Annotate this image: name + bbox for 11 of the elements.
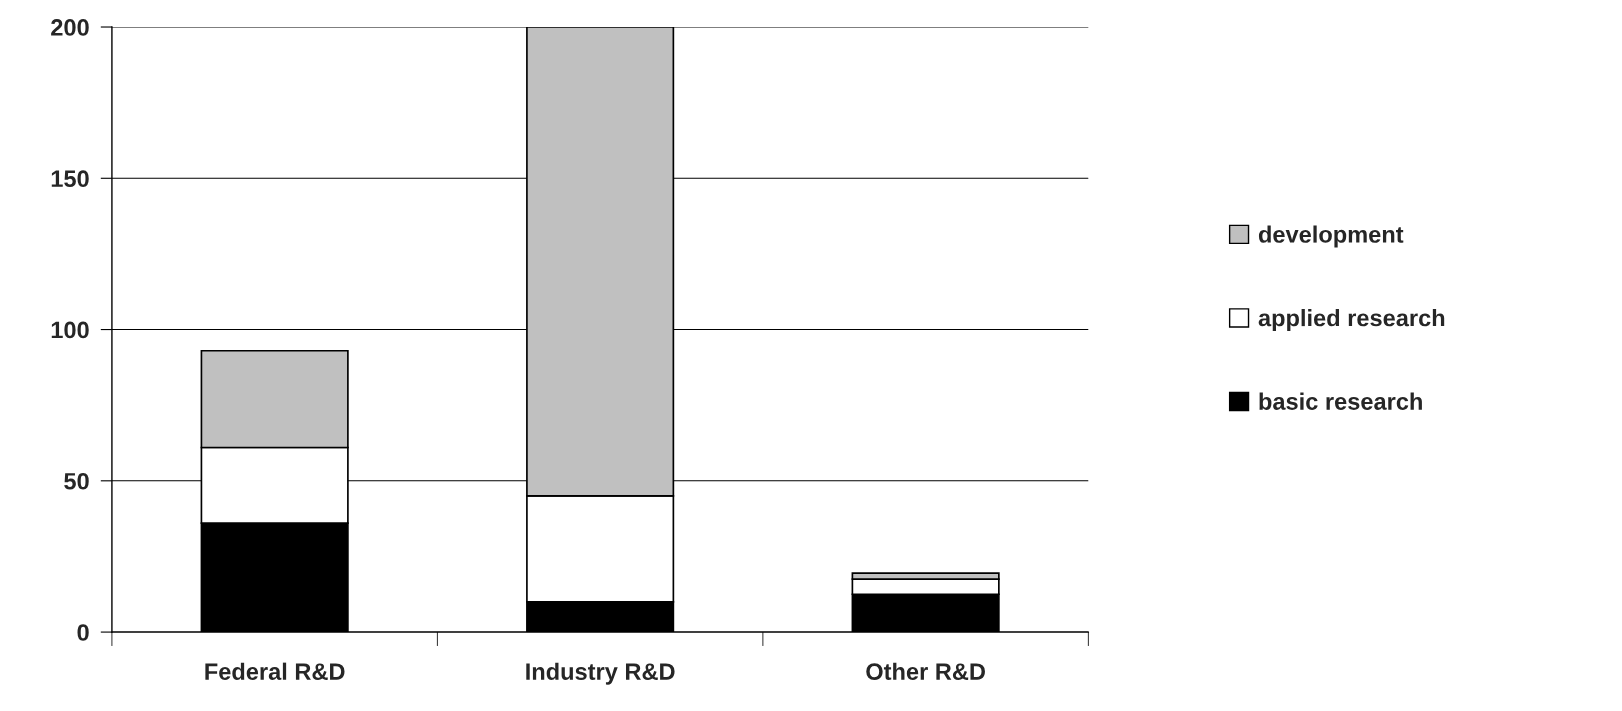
x-tick-label: Industry R&D [526,662,675,685]
y-tick-label: 150 [51,170,89,188]
legend-label: applied research [1258,309,1445,332]
y-tick-label: 200 [51,19,89,36]
y-tick-label: 0 [77,624,89,641]
legend-label: basic research [1259,392,1422,410]
legend-label: development [1258,225,1404,248]
y-tick-label: 50 [64,472,89,490]
x-tick-label: Federal R&D [205,662,345,680]
x-tick-label: Other R&D [866,662,985,680]
y-tick-label: 100 [51,321,89,339]
